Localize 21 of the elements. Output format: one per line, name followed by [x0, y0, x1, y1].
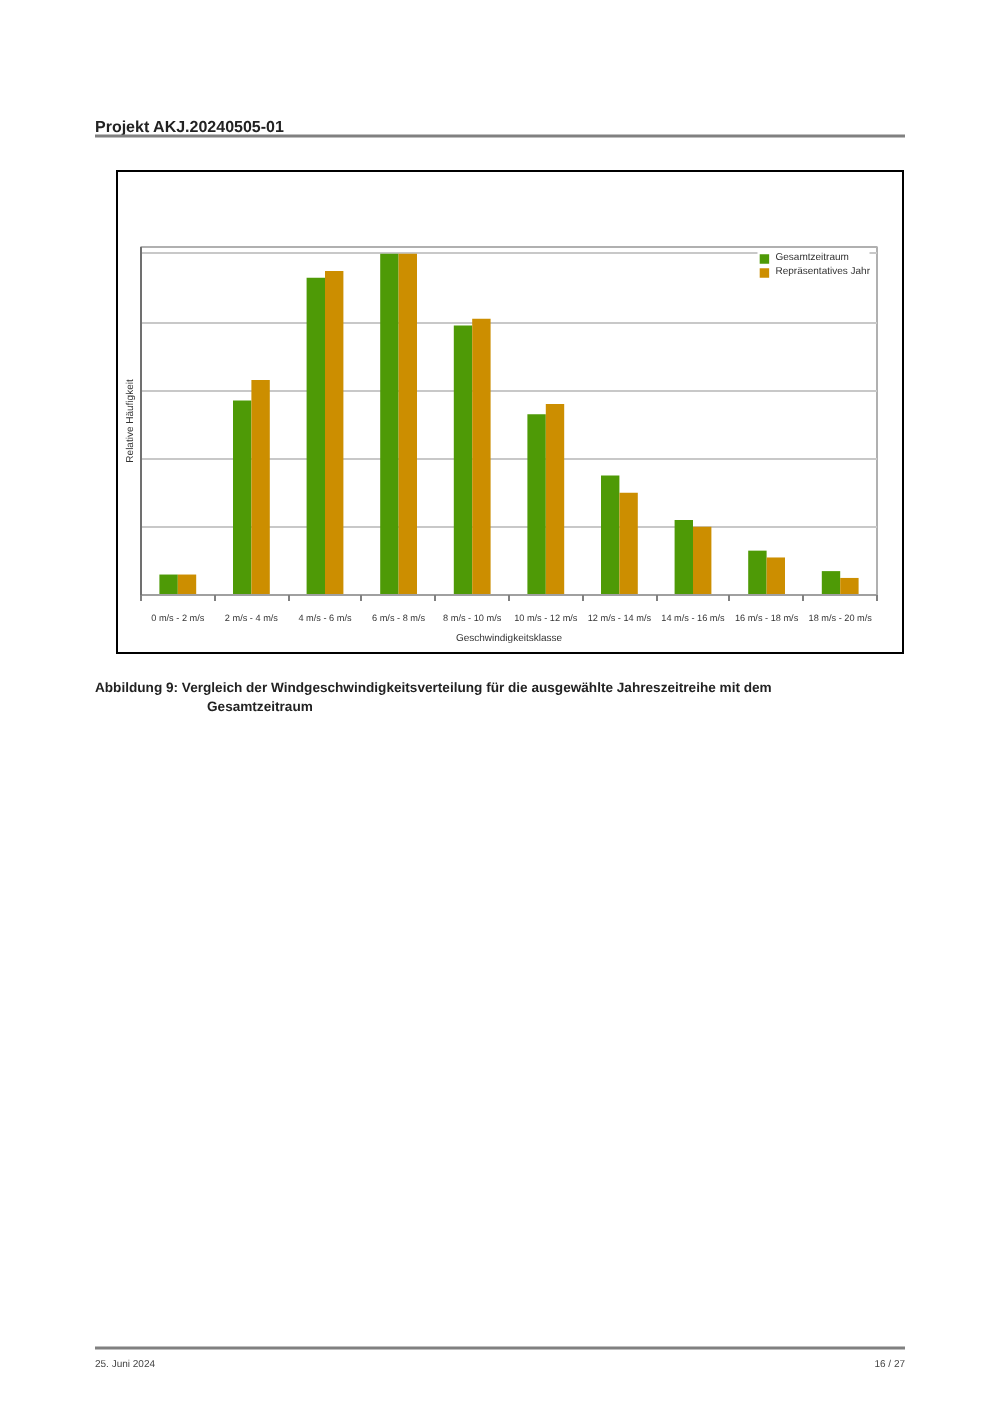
bar	[619, 492, 638, 595]
bar	[177, 574, 197, 595]
bar	[380, 253, 399, 595]
bar	[527, 414, 546, 595]
bar	[233, 400, 252, 595]
bar	[545, 403, 565, 595]
text: Projekt AKJ.20240505-01	[95, 118, 285, 136]
bar	[453, 325, 473, 595]
bar	[325, 270, 344, 595]
bar	[159, 574, 178, 595]
bar	[766, 557, 785, 595]
bar	[251, 380, 270, 595]
bar	[821, 571, 841, 595]
bar	[601, 475, 620, 595]
bar	[674, 519, 693, 595]
bar	[306, 277, 325, 595]
bar	[748, 550, 767, 595]
bar	[693, 526, 712, 595]
bar	[398, 253, 417, 595]
bar	[472, 318, 491, 595]
bar	[840, 577, 859, 595]
